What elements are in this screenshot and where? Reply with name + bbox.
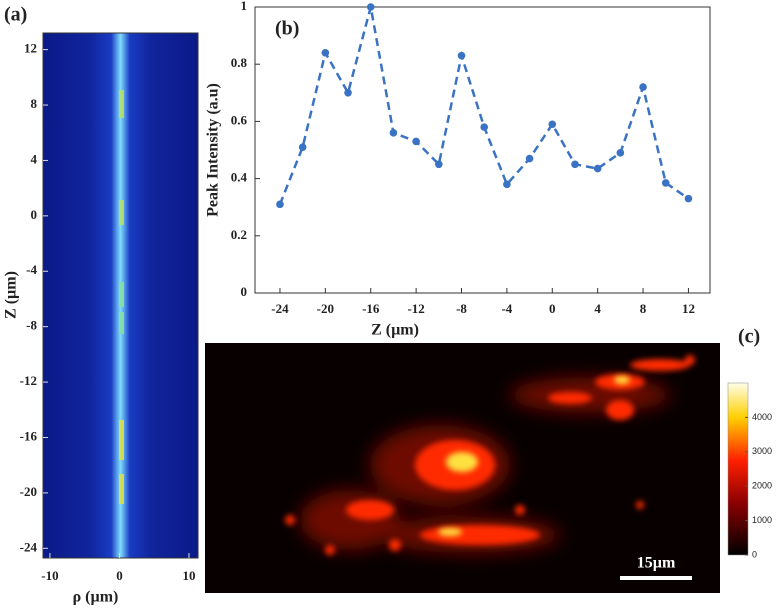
data-point [548, 120, 557, 129]
y-tick-label: 0.6 [231, 112, 248, 127]
data-point [298, 143, 307, 151]
x-axis-label: ρ (µm) [73, 589, 119, 606]
x-tick-label: 4 [594, 301, 601, 316]
y-axis-label: Z (µm) [3, 271, 20, 319]
data-point [525, 154, 534, 163]
panel-label: (b) [275, 18, 299, 40]
data-point [412, 137, 420, 146]
colorbar [727, 382, 749, 556]
x-tick-label: 10 [182, 568, 195, 583]
microscopy-signal [285, 355, 695, 555]
x-tick-label: -20 [317, 301, 334, 316]
x-tick-label: 0 [549, 301, 556, 316]
y-tick-label: 0.8 [231, 55, 248, 70]
y-tick-label: 4 [31, 151, 38, 166]
y-tick-label: -24 [20, 539, 38, 554]
x-tick-label: -24 [271, 301, 289, 316]
colorbar-tick-label: 1000 [752, 515, 772, 525]
data-point [389, 129, 398, 137]
y-tick-label: 0 [241, 284, 248, 299]
data-point [457, 51, 466, 60]
y-tick-label: 8 [31, 96, 38, 111]
data-point [480, 123, 489, 131]
panel-label: (c) [738, 326, 760, 348]
data-point [571, 160, 579, 169]
y-tick-label: -20 [20, 484, 37, 499]
data-point [684, 194, 693, 203]
y-tick-label: -8 [26, 318, 37, 333]
x-tick-label: 12 [682, 301, 695, 316]
x-tick-label: -16 [362, 301, 380, 316]
scale-bar-label: 15µm [637, 555, 676, 572]
x-axis-label: Z (µm) [371, 322, 419, 339]
data-point [276, 200, 284, 209]
y-tick-label: -12 [20, 373, 37, 388]
data-point [616, 149, 625, 157]
heatmap-highlights [119, 90, 124, 504]
y-tick-label: -4 [26, 262, 37, 277]
y-tick-label: 0.4 [231, 170, 248, 185]
x-tick-label: -10 [41, 568, 58, 583]
y-tick-label: -16 [20, 428, 38, 443]
y-tick-label: 0 [31, 207, 38, 222]
x-tick-label: -4 [501, 301, 512, 316]
y-tick-label: 1 [241, 0, 248, 13]
colorbar-tick-label: 4000 [752, 412, 772, 422]
data-line [278, 6, 690, 205]
data-point [321, 48, 330, 57]
y-tick-label: 0.2 [231, 227, 247, 242]
data-point [661, 179, 670, 187]
x-tick-label: 0 [116, 568, 123, 583]
panel-label: (a) [4, 4, 27, 26]
x-tick-label: -12 [407, 301, 424, 316]
data-point [593, 164, 602, 173]
y-axis-label: Peak Intensity (a.u) [205, 83, 222, 217]
axes-frame [254, 6, 711, 294]
colorbar-tick-label: 0 [752, 549, 757, 559]
data-point [639, 83, 647, 91]
y-tick-label: 12 [24, 41, 37, 56]
x-tick-label: -8 [456, 301, 467, 316]
data-point [503, 180, 511, 189]
data-point [435, 160, 443, 169]
data-point [344, 89, 352, 97]
x-tick-label: 8 [640, 301, 647, 316]
axes-frame [42, 32, 199, 559]
data-point [366, 3, 375, 11]
colorbar-tick-label: 2000 [752, 481, 772, 491]
colorbar-tick-label: 3000 [752, 446, 772, 456]
